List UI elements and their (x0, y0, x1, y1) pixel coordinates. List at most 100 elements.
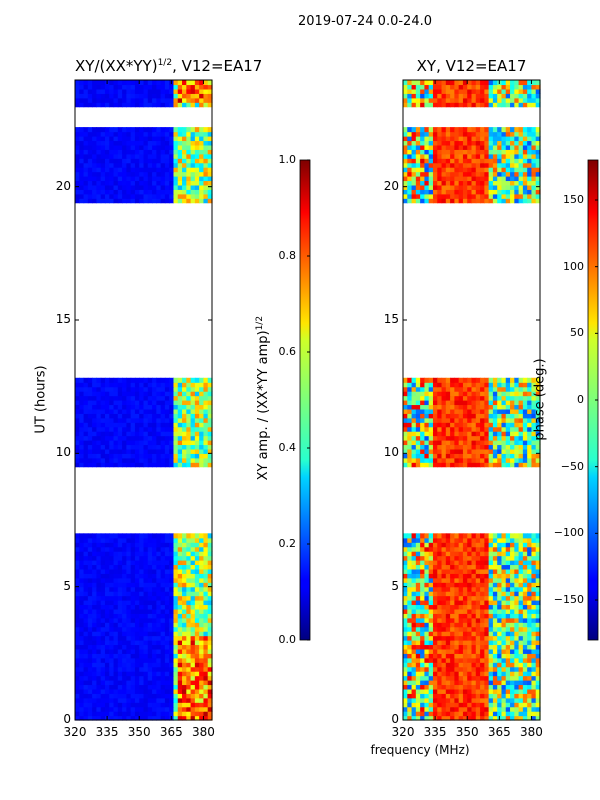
heatmap-cell (164, 136, 170, 142)
heatmap-cell (147, 382, 153, 388)
heatmap-cell (169, 184, 175, 190)
heatmap-cell (450, 617, 455, 623)
heatmap-cell (139, 555, 145, 561)
heatmap-cell (514, 542, 520, 548)
heatmap-cell (199, 171, 205, 177)
heatmap-cell (126, 377, 132, 383)
heatmap-cell (403, 635, 408, 641)
heatmap-cell (428, 391, 434, 397)
heatmap-cell (130, 631, 136, 637)
heatmap-cell (126, 457, 132, 463)
heatmap-cell (497, 657, 503, 663)
heatmap-cell (424, 591, 430, 597)
heatmap-cell (411, 613, 417, 619)
heatmap-cell (83, 408, 89, 414)
heatmap-cell (535, 608, 541, 614)
heatmap-cell (432, 608, 438, 614)
heatmap-cell (501, 648, 507, 654)
heatmap-cell (518, 184, 524, 190)
heatmap-cell (79, 189, 85, 195)
heatmap-cell (87, 400, 93, 406)
heatmap-cell (134, 162, 140, 168)
heatmap-cell (173, 198, 179, 204)
heatmap-cell (411, 408, 417, 414)
heatmap-cell (501, 551, 507, 557)
heatmap-cell (510, 604, 515, 610)
heatmap-cell (104, 635, 110, 641)
heatmap-cell (156, 706, 162, 712)
heatmap-cell (134, 533, 140, 539)
heatmap-cell (104, 413, 110, 419)
heatmap-cell (492, 180, 498, 186)
heatmap-cell (122, 448, 127, 454)
heatmap-cell (96, 608, 102, 614)
heatmap-cell (152, 653, 157, 659)
heatmap-cell (450, 462, 455, 468)
heatmap-cell (411, 533, 417, 539)
heatmap-cell (403, 382, 408, 388)
heatmap-cell (441, 560, 447, 566)
heatmap-cell (199, 162, 205, 168)
heatmap-cell (122, 131, 127, 137)
heatmap-cell (126, 688, 132, 694)
heatmap-cell (462, 533, 468, 539)
heatmap-cell (182, 604, 187, 610)
heatmap-cell (134, 417, 140, 423)
heatmap-cell (186, 626, 192, 632)
heatmap-cell (182, 453, 187, 459)
heatmap-cell (475, 666, 481, 672)
heatmap-cell (475, 577, 481, 583)
heatmap-cell (535, 422, 541, 428)
heatmap-cell (104, 600, 110, 606)
heatmap-cell (122, 149, 127, 155)
heatmap-cell (194, 551, 200, 557)
heatmap-cell (207, 444, 213, 450)
heatmap-cell (458, 586, 464, 592)
heatmap-cell (403, 577, 408, 583)
heatmap-cell (518, 167, 524, 173)
heatmap-cell (450, 680, 455, 686)
heatmap-cell (437, 715, 443, 721)
heatmap-cell (471, 189, 477, 195)
heatmap-cell (156, 408, 162, 414)
heatmap-cell (505, 426, 511, 432)
heatmap-cell (475, 684, 481, 690)
heatmap-cell (407, 431, 413, 437)
heatmap-cell (531, 448, 537, 454)
heatmap-cell (432, 671, 438, 677)
heatmap-cell (454, 657, 460, 663)
heatmap-cell (186, 377, 192, 383)
heatmap-cell (186, 640, 192, 646)
heatmap-cell (475, 386, 481, 392)
heatmap-cell (177, 586, 183, 592)
heatmap-cell (522, 644, 528, 650)
heatmap-cell (480, 457, 485, 463)
heatmap-cell (535, 697, 541, 703)
heatmap-cell (420, 688, 426, 694)
heatmap-cell (428, 400, 434, 406)
heatmap-cell (514, 657, 520, 663)
heatmap-cell (403, 533, 408, 539)
heatmap-cell (510, 653, 515, 659)
heatmap-cell (445, 440, 451, 446)
heatmap-cell (531, 162, 537, 168)
heatmap-cell (445, 600, 451, 606)
heatmap-cell (160, 404, 166, 410)
heatmap-cell (104, 457, 110, 463)
heatmap-cell (194, 386, 200, 392)
heatmap-cell (87, 131, 93, 137)
heatmap-cell (177, 80, 183, 86)
heatmap-cell (458, 693, 464, 699)
heatmap-cell (152, 551, 157, 557)
heatmap-cell (122, 648, 127, 654)
heatmap-cell (492, 448, 498, 454)
heatmap-cell (173, 149, 179, 155)
heatmap-cell (510, 198, 515, 204)
heatmap-cell (139, 131, 145, 137)
heatmap-cell (454, 591, 460, 597)
heatmap-cell (484, 444, 490, 450)
heatmap-cell (492, 391, 498, 397)
heatmap-cell (424, 435, 430, 441)
heatmap-cell (535, 546, 541, 552)
heatmap-cell (164, 440, 170, 446)
